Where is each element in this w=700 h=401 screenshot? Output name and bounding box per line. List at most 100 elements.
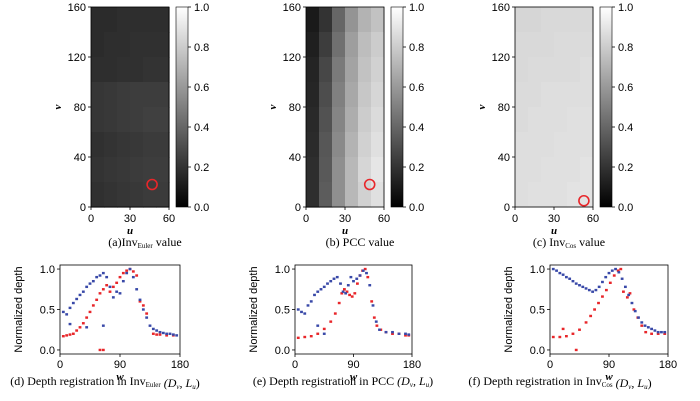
data-point bbox=[145, 312, 149, 315]
x-axis-label: w bbox=[605, 371, 613, 383]
heatmap-cell bbox=[371, 182, 385, 208]
data-point bbox=[619, 267, 623, 271]
data-point bbox=[610, 269, 614, 272]
x-tick-label: 180 bbox=[171, 359, 189, 371]
heatmap-cell bbox=[306, 107, 320, 133]
data-point bbox=[68, 322, 72, 326]
data-point bbox=[131, 270, 135, 273]
colorbar-tick-label: 0.4 bbox=[409, 122, 424, 134]
heatmap-cell bbox=[117, 7, 131, 33]
heatmap-cell bbox=[371, 157, 385, 183]
heatmap-cell bbox=[306, 7, 320, 33]
data-point bbox=[601, 295, 604, 298]
scatter-f-caption-sub: Cos bbox=[602, 381, 613, 389]
heatmap-cell bbox=[515, 157, 529, 183]
heatmap-cell bbox=[567, 107, 581, 133]
data-point bbox=[604, 288, 608, 292]
heatmap-cell bbox=[580, 107, 594, 133]
heatmap-cell bbox=[345, 32, 359, 58]
y-tick-label: 0.0 bbox=[275, 345, 290, 357]
data-point bbox=[584, 287, 588, 290]
y-axis-label: v bbox=[476, 104, 488, 109]
y-tick-label: 0.5 bbox=[530, 305, 545, 317]
heatmap-cell bbox=[345, 182, 359, 208]
data-point bbox=[128, 267, 132, 271]
data-point bbox=[378, 328, 381, 331]
data-point bbox=[300, 310, 303, 314]
heatmap-cell bbox=[528, 182, 542, 208]
scatter-f-caption-close: ) bbox=[648, 376, 652, 390]
data-point bbox=[644, 330, 648, 334]
plot-frame bbox=[549, 264, 669, 355]
data-point bbox=[306, 304, 310, 307]
data-point bbox=[155, 333, 159, 336]
heatmap-cell bbox=[117, 57, 131, 83]
heatmap-cell bbox=[554, 57, 568, 83]
heatmap-cell bbox=[117, 132, 131, 158]
data-point bbox=[384, 330, 388, 334]
data-point bbox=[155, 329, 159, 332]
data-point bbox=[68, 306, 72, 310]
data-point bbox=[353, 292, 357, 295]
y-axis-label: Normalized depth bbox=[503, 266, 515, 352]
scatter-f: 0 90 180 0.0 0.5 1.0 w Normalized depth bbox=[503, 264, 677, 383]
y-tick-label: 1.0 bbox=[275, 264, 290, 276]
heatmap-cell bbox=[345, 157, 359, 183]
heatmap-cell bbox=[143, 57, 157, 83]
data-point bbox=[616, 269, 620, 272]
heatmap-cell bbox=[143, 182, 157, 208]
x-tick-label: 90 bbox=[347, 359, 359, 371]
data-point bbox=[558, 271, 562, 275]
y-tick-label: 80 bbox=[289, 102, 301, 114]
heatmap-a-caption-rest: value bbox=[153, 235, 182, 249]
data-point bbox=[561, 273, 565, 276]
marker-circle bbox=[578, 194, 590, 207]
data-point bbox=[622, 290, 625, 293]
heatmap-cell bbox=[143, 107, 157, 133]
heatmap-cell bbox=[130, 32, 144, 58]
data-point bbox=[337, 301, 341, 305]
scatter-d-caption-main: (d) Depth registration in Inv bbox=[10, 374, 145, 388]
data-point bbox=[85, 285, 89, 289]
data-point bbox=[564, 335, 568, 338]
data-point bbox=[296, 336, 300, 340]
y-tick-label: 0.0 bbox=[530, 345, 545, 357]
data-point bbox=[358, 274, 362, 277]
scatter-e-caption-formula: (D bbox=[397, 374, 410, 388]
data-point bbox=[309, 335, 313, 338]
x-tick-label: 0 bbox=[88, 213, 94, 225]
data-point bbox=[584, 321, 588, 324]
scatter-f-caption-main: (f) Depth registration in Inv bbox=[468, 374, 601, 388]
colorbar-tick-label: 1.0 bbox=[618, 2, 633, 14]
heatmap-cell bbox=[371, 7, 385, 33]
heatmap-cell bbox=[306, 32, 320, 58]
scatter-e-caption-formula-tail-sub: u bbox=[426, 381, 430, 389]
heatmap-cell bbox=[156, 32, 170, 58]
data-point bbox=[663, 330, 667, 334]
heatmap-cell bbox=[130, 82, 144, 108]
heatmap-a-caption-text: (a)InvEuler value bbox=[108, 235, 182, 250]
data-point bbox=[61, 335, 65, 338]
heatmap-cell bbox=[515, 182, 529, 208]
data-point bbox=[165, 332, 169, 335]
heatmap-cell bbox=[528, 7, 542, 33]
heatmap-cell bbox=[156, 132, 170, 158]
scatter-d: 0 90 180 0.0 0.5 1.0 w Normalized depth bbox=[13, 264, 189, 383]
data-point bbox=[594, 288, 598, 292]
data-point bbox=[98, 292, 102, 295]
y-tick-label: 160 bbox=[283, 2, 301, 14]
data-point bbox=[158, 330, 162, 334]
heatmap-cell bbox=[515, 82, 529, 108]
heatmap-cell bbox=[358, 107, 372, 133]
data-point bbox=[326, 282, 329, 285]
heatmap-cell bbox=[541, 132, 555, 158]
heatmap-cell bbox=[143, 132, 157, 158]
heatmap-c-caption-rest: value bbox=[576, 235, 605, 249]
data-point bbox=[341, 290, 345, 293]
heatmap-cell bbox=[156, 157, 170, 183]
data-point bbox=[371, 304, 375, 307]
data-point bbox=[313, 293, 316, 297]
colorbar-tick-label: 0.4 bbox=[194, 122, 209, 134]
x-tick-label: 90 bbox=[603, 359, 615, 371]
colorbar bbox=[599, 6, 613, 208]
